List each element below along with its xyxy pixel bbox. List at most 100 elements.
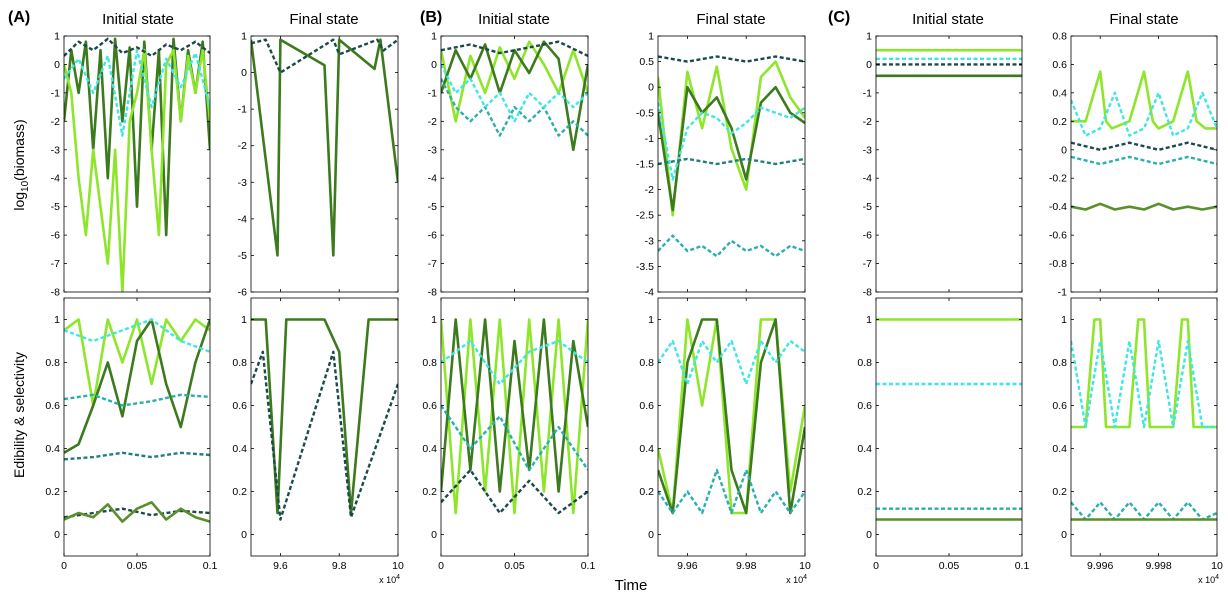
y-tick-label: -4 <box>645 287 654 299</box>
x-tick-label: 0.05 <box>504 560 525 572</box>
title-a-initial: Initial state <box>102 11 174 28</box>
y-tick-label: 0 <box>54 529 60 541</box>
series-line-2 <box>64 48 210 292</box>
x-tick-label: 0 <box>438 560 444 572</box>
y-tick-label: -2 <box>51 116 60 128</box>
y-tick-label: -7 <box>428 258 437 270</box>
y-tick-label: -3 <box>645 235 654 247</box>
panel-c-bottom-1: 0 0.2 0.4 0.6 0.8 1 0 0.05 0.1 <box>857 297 1030 572</box>
y-tick-label: -6 <box>863 230 872 242</box>
y-tick-label: 0.4 <box>422 443 437 455</box>
y-tick-label: 0.2 <box>857 486 872 498</box>
y-tick-label: 1 <box>866 314 872 326</box>
y-tick-label: 1 <box>54 31 60 43</box>
y-tick-label: 0 <box>866 59 872 71</box>
axes-frame <box>875 35 1023 293</box>
y-tick-label: 0.6 <box>45 400 60 412</box>
series-line-3 <box>441 339 588 386</box>
panel-a-bottom-1: 0 0.2 0.4 0.6 0.8 1 0 0.05 0.1 <box>45 297 217 572</box>
title-c-final: Final state <box>1109 11 1178 28</box>
series-line-6 <box>658 234 805 258</box>
plot-area: -8-7-6-5-4-3-2-101-6-5-4-3-2-10100.20.40… <box>45 31 1223 586</box>
y-tick-label: 0 <box>648 529 654 541</box>
series-group <box>441 318 588 515</box>
panel-c-bottom-2: 0 0.2 0.4 0.6 0.8 1 9.996 9.998 10 x 104 <box>1052 297 1223 585</box>
panel-b-top-1: -8 -7 -6 -5 -4 -3 -2 -1 0 1 <box>428 31 589 299</box>
y-tick-label: -5 <box>428 201 437 213</box>
y-tick-label: 0 <box>1061 529 1067 541</box>
series-line-5 <box>441 40 588 57</box>
y-tick-label: 0 <box>1061 144 1067 156</box>
x-tick-label: 0 <box>61 560 67 572</box>
series-line-2 <box>1071 91 1217 137</box>
y-tick-label: -5 <box>863 201 872 213</box>
y-tick-label: -3.5 <box>636 261 654 273</box>
y-tick-label: 0.6 <box>639 400 654 412</box>
y-tick-label: 1 <box>241 314 247 326</box>
series-line-1 <box>1071 318 1217 429</box>
y-tick-label: -0.2 <box>1049 173 1067 185</box>
series-line-1 <box>251 318 398 515</box>
y-tick-label: 0 <box>648 82 654 94</box>
axes-frame <box>875 297 1023 557</box>
y-tick-label: 1 <box>241 31 247 43</box>
y-tick-label: 0.4 <box>857 443 872 455</box>
series-line-5 <box>1071 202 1217 211</box>
y-tick-label: 0.6 <box>857 400 872 412</box>
panel-c-top-1: -8 -7 -6 -5 -4 -3 -2 -1 0 1 <box>863 31 1023 299</box>
y-tick-label: -0.6 <box>1049 230 1067 242</box>
series-group <box>876 48 1022 78</box>
series-line-4 <box>441 404 588 472</box>
series-group <box>251 38 398 257</box>
x-tick-label: 0.1 <box>1015 560 1030 572</box>
y-tick-label: 0 <box>241 67 247 79</box>
y-tick-label: 0.4 <box>232 443 247 455</box>
panel-a-bottom-2: 0 0.2 0.4 0.6 0.8 1 9.6 9.8 10 x 104 <box>232 297 404 585</box>
y-tick-label: 0.4 <box>45 443 60 455</box>
panel-a-top-1: -8 -7 -6 -5 -4 -3 -2 -1 0 1 <box>51 31 211 299</box>
y-tick-label: -4 <box>428 173 437 185</box>
y-tick-label: 1 <box>1061 314 1067 326</box>
series-line-2 <box>251 350 398 521</box>
y-tick-label: -2 <box>238 140 247 152</box>
y-tick-label: 0.2 <box>1052 486 1067 498</box>
x-tick-label: 0.05 <box>127 560 148 572</box>
series-group <box>1071 318 1217 521</box>
series-line-4 <box>658 468 805 515</box>
y-tick-label: 0.2 <box>1052 116 1067 128</box>
y-tick-label: -5 <box>238 250 247 262</box>
series-group <box>441 40 588 152</box>
y-tick-label: 1 <box>431 31 437 43</box>
panel-letter-c: (C) <box>828 9 850 26</box>
y-tick-label: 0.8 <box>45 357 60 369</box>
y-tick-label: 0.4 <box>1052 87 1067 99</box>
panel-b-top-2: -4 -3.5 -3 -2.5 -2 -1.5 -1 -0.5 0 0.5 1 <box>636 31 806 299</box>
axes-frame <box>657 297 806 557</box>
y-tick-label: 0 <box>431 529 437 541</box>
series-line-2 <box>658 85 805 212</box>
x-tick-label: 10 <box>1211 560 1223 572</box>
title-a-final: Final state <box>289 11 358 28</box>
x-tick-label: 9.8 <box>332 560 347 572</box>
y-tick-label: 1 <box>648 314 654 326</box>
y-tick-label: -4 <box>51 173 60 185</box>
series-line-3 <box>1071 141 1217 152</box>
x-tick-label: 9.996 <box>1087 560 1113 572</box>
series-line-4 <box>658 55 805 63</box>
y-tick-label: -3 <box>238 177 247 189</box>
series-line-1 <box>1071 70 1217 130</box>
y-tick-label: -1 <box>51 87 60 99</box>
x-tick-label: 0 <box>873 560 879 572</box>
x-tick-label: 9.96 <box>677 560 698 572</box>
y-tick-label: -4 <box>863 173 872 185</box>
title-c-initial: Initial state <box>912 11 984 28</box>
axes-frame <box>1070 297 1218 557</box>
series-line-5 <box>64 451 210 461</box>
series-group <box>251 318 398 521</box>
x-tick-label: 9.6 <box>273 560 288 572</box>
y-tick-label: 0.6 <box>422 400 437 412</box>
panel-letter-a: (A) <box>8 9 30 26</box>
x-tick-label: 10 <box>392 560 404 572</box>
y-tick-label: 0.6 <box>1052 59 1067 71</box>
